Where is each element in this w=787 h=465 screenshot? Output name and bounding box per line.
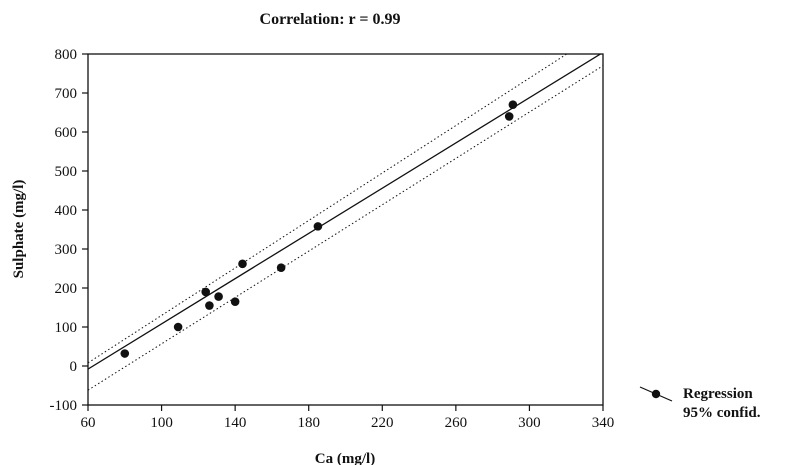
y-tick-label: 600 bbox=[55, 125, 78, 141]
y-axis-label: Sulphate (mg/l) bbox=[11, 180, 27, 279]
x-tick-label: 100 bbox=[150, 415, 173, 431]
x-tick-label: 260 bbox=[445, 415, 468, 431]
plot-area: 60 100 140 180 220 260 300 340 -100 0 100 200 300 400… bbox=[50, 47, 615, 431]
regression-line bbox=[88, 54, 602, 370]
x-tick-label: 300 bbox=[518, 415, 541, 431]
data-point bbox=[173, 322, 183, 332]
x-tick-label: 140 bbox=[224, 415, 247, 431]
x-tick-label: 340 bbox=[592, 415, 615, 431]
confidence-lower-line bbox=[88, 65, 603, 391]
data-point bbox=[238, 259, 247, 269]
x-tick-label: 220 bbox=[371, 415, 394, 431]
y-tick-label: 300 bbox=[55, 242, 78, 258]
data-point bbox=[120, 349, 130, 358]
y-tick-label: 500 bbox=[55, 164, 78, 180]
y-tick-label: -100 bbox=[50, 398, 78, 414]
x-tick-label: 60 bbox=[81, 415, 96, 431]
data-point bbox=[205, 301, 214, 310]
legend-point-marker bbox=[651, 389, 661, 399]
legend: Regression 95% confid. bbox=[639, 386, 761, 421]
data-point bbox=[504, 112, 514, 121]
y-tick-label: 200 bbox=[55, 281, 78, 297]
chart-title: Correlation: r = 0.99 bbox=[260, 11, 401, 28]
y-tick-label: 800 bbox=[55, 47, 78, 63]
legend-entry-regression: Regression bbox=[683, 386, 753, 402]
y-tick-label: 700 bbox=[55, 86, 78, 102]
data-point bbox=[201, 287, 211, 297]
y-tick-label: 400 bbox=[55, 203, 78, 219]
data-point bbox=[230, 297, 240, 306]
confidence-upper-line bbox=[88, 54, 568, 364]
x-tick-label: 180 bbox=[297, 415, 320, 431]
data-point bbox=[508, 100, 518, 109]
plot-frame bbox=[87, 53, 604, 406]
y-tick-label: 0 bbox=[70, 359, 78, 375]
legend-entry-confidence: 95% confid. bbox=[683, 405, 761, 421]
data-point bbox=[276, 263, 286, 273]
y-tick-label: 100 bbox=[55, 320, 78, 336]
data-point bbox=[214, 292, 223, 301]
x-axis-label: Ca (mg/l) bbox=[315, 451, 375, 465]
data-point bbox=[313, 222, 323, 231]
